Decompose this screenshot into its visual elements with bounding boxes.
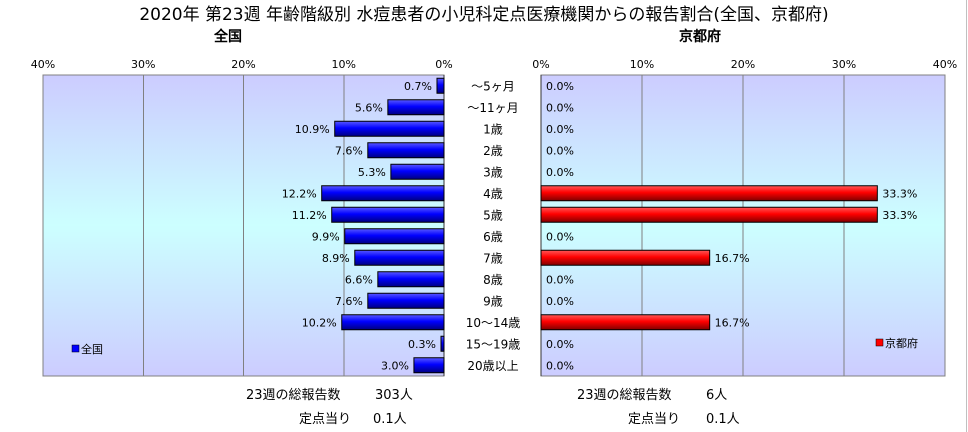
legend-swatch-kyoto bbox=[875, 338, 884, 347]
data-label-national: 11.2% bbox=[292, 209, 327, 222]
per-site-value: 0.1人 bbox=[373, 412, 407, 427]
legend-national: 全国 bbox=[71, 342, 103, 356]
data-label-kyoto: 16.7% bbox=[715, 252, 750, 265]
panel-national: 0% 10% 20% 30% 40% 0.7% 5.6% 10.9% 7.6% 5.3% 12.2%… bbox=[31, 58, 453, 377]
data-label-kyoto: 0.0% bbox=[546, 359, 574, 372]
x-tick-label: 20% bbox=[731, 58, 755, 71]
footer-national: 23週の総報告数 303人 定点当り 0.1人 bbox=[246, 388, 413, 427]
bar-national bbox=[436, 77, 445, 94]
footer-kyoto: 23週の総報告数 6人 定点当り 0.1人 bbox=[577, 388, 740, 427]
category-label: 8歳 bbox=[483, 273, 503, 287]
data-label-kyoto: 0.0% bbox=[546, 338, 574, 351]
category-label: ～11ヶ月 bbox=[467, 101, 518, 115]
data-label-national: 5.3% bbox=[358, 166, 386, 179]
data-label-national: 10.9% bbox=[295, 123, 330, 136]
data-label-national: 12.2% bbox=[282, 187, 317, 200]
bar-national bbox=[413, 357, 445, 374]
category-label: 6歳 bbox=[483, 230, 503, 244]
data-label-kyoto: 0.0% bbox=[546, 230, 574, 243]
data-label-kyoto: 0.0% bbox=[546, 273, 574, 286]
total-reports-value: 303人 bbox=[375, 388, 413, 403]
total-reports-value: 6人 bbox=[706, 388, 727, 403]
bar-kyoto bbox=[540, 314, 711, 331]
x-tick-label: 10% bbox=[630, 58, 654, 71]
data-label-kyoto: 0.0% bbox=[546, 295, 574, 308]
chart-title: 2020年 第23週 年齢階級別 水痘患者の小児科定点医療機関からの報告割合(全… bbox=[139, 5, 828, 25]
category-label: 20歳以上 bbox=[467, 359, 518, 373]
bar-kyoto bbox=[540, 249, 711, 266]
plot-layer: ～5ヶ月 ～11ヶ月 1歳 2歳 3歳 4歳 5歳 6歳 7歳 8歳 9歳 10～14歳 15～19歳 2… bbox=[31, 58, 957, 377]
panel-kyoto: 0% 10% 20% 30% 40% 0.0% 0.0% 0.0% 0.0% 0.0% 33.3% 3… bbox=[532, 58, 957, 377]
category-label: 2歳 bbox=[483, 144, 503, 158]
total-reports-label: 23週の総報告数 bbox=[246, 388, 341, 403]
bar-kyoto bbox=[540, 185, 878, 202]
category-label: 1歳 bbox=[483, 122, 503, 136]
bar-national bbox=[321, 185, 445, 202]
x-tick-label: 20% bbox=[231, 58, 255, 71]
per-site-label: 定点当り bbox=[299, 412, 351, 427]
category-label: 15～19歳 bbox=[466, 337, 521, 351]
bar-national bbox=[367, 142, 445, 159]
bar-national bbox=[390, 163, 445, 180]
data-label-national: 10.2% bbox=[302, 316, 337, 329]
data-label-kyoto: 16.7% bbox=[715, 316, 750, 329]
data-label-national: 7.6% bbox=[335, 295, 363, 308]
data-label-national: 0.7% bbox=[404, 80, 432, 93]
data-label-kyoto: 33.3% bbox=[882, 187, 917, 200]
bar-national bbox=[344, 228, 445, 245]
bar-kyoto bbox=[540, 206, 878, 223]
bar-national bbox=[341, 314, 445, 331]
bar-national bbox=[334, 120, 445, 137]
x-tick-label: 30% bbox=[832, 58, 856, 71]
data-label-national: 6.6% bbox=[345, 273, 373, 286]
data-label-kyoto: 0.0% bbox=[546, 166, 574, 179]
x-tick-label: 0% bbox=[435, 58, 452, 71]
per-site-value: 0.1人 bbox=[706, 412, 740, 427]
x-tick-label: 40% bbox=[31, 58, 55, 71]
data-label-kyoto: 33.3% bbox=[882, 209, 917, 222]
category-label: 3歳 bbox=[483, 165, 503, 179]
data-label-national: 5.6% bbox=[355, 101, 383, 114]
legend-swatch-national bbox=[71, 344, 80, 353]
panel-title-national: 全国 bbox=[213, 28, 242, 45]
category-label: 9歳 bbox=[483, 294, 503, 308]
legend-kyoto: 京都府 bbox=[875, 336, 918, 350]
category-label: 5歳 bbox=[483, 208, 503, 222]
x-tick-label: 40% bbox=[933, 58, 957, 71]
data-label-kyoto: 0.0% bbox=[546, 80, 574, 93]
x-tick-label: 30% bbox=[131, 58, 155, 71]
data-label-national: 9.9% bbox=[312, 230, 340, 243]
data-label-national: 8.9% bbox=[322, 252, 350, 265]
bar-national bbox=[354, 249, 445, 266]
data-label-kyoto: 0.0% bbox=[546, 123, 574, 136]
legend-label-national: 全国 bbox=[81, 342, 103, 356]
data-label-kyoto: 0.0% bbox=[546, 101, 574, 114]
legend-label-kyoto: 京都府 bbox=[885, 336, 918, 350]
x-tick-label: 0% bbox=[532, 58, 549, 71]
bar-national bbox=[367, 292, 445, 309]
panel-title-kyoto: 京都府 bbox=[679, 28, 721, 45]
data-label-national: 7.6% bbox=[335, 144, 363, 157]
category-axis: ～5ヶ月 ～11ヶ月 1歳 2歳 3歳 4歳 5歳 6歳 7歳 8歳 9歳 10～14歳 15～19歳 2… bbox=[466, 79, 521, 373]
data-label-kyoto: 0.0% bbox=[546, 144, 574, 157]
category-label: 4歳 bbox=[483, 187, 503, 201]
per-site-label: 定点当り bbox=[628, 412, 680, 427]
x-tick-label: 10% bbox=[332, 58, 356, 71]
bar-national bbox=[387, 99, 445, 116]
total-reports-label: 23週の総報告数 bbox=[577, 388, 672, 403]
data-label-national: 0.3% bbox=[408, 338, 436, 351]
bar-national bbox=[440, 335, 445, 352]
data-label-national: 3.0% bbox=[381, 359, 409, 372]
bar-national bbox=[331, 206, 445, 223]
category-label: 10～14歳 bbox=[466, 316, 521, 330]
category-label: 7歳 bbox=[483, 251, 503, 265]
bar-national bbox=[377, 271, 445, 288]
category-label: ～5ヶ月 bbox=[471, 79, 515, 93]
